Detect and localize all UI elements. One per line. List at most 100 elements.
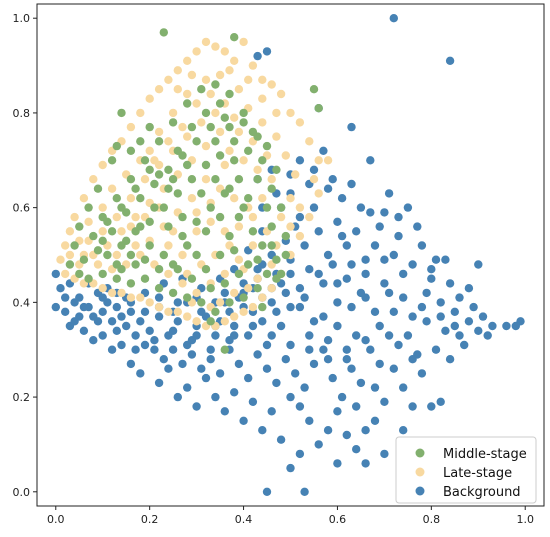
point-late-stage (248, 212, 258, 222)
point-late-stage (164, 75, 173, 85)
point-late-stage (230, 194, 239, 203)
point-background (56, 284, 65, 293)
point-background (436, 397, 445, 406)
point-late-stage (65, 250, 75, 260)
point-background (403, 331, 413, 340)
point-late-stage (140, 175, 150, 184)
x-tick-label: 0.6 (329, 513, 347, 526)
point-middle-stage (206, 122, 215, 132)
point-middle-stage (183, 293, 192, 302)
point-background (474, 326, 483, 335)
point-middle-stage (168, 260, 178, 269)
point-middle-stage (192, 250, 201, 260)
point-background (436, 312, 445, 321)
point-late-stage (192, 227, 201, 236)
point-middle-stage (145, 122, 154, 132)
point-background (328, 175, 337, 184)
point-background (126, 307, 136, 316)
point-background (300, 487, 309, 496)
point-middle-stage (103, 250, 112, 260)
point-middle-stage (173, 189, 182, 198)
point-middle-stage (126, 146, 136, 155)
point-middle-stage (164, 184, 173, 193)
point-background (328, 260, 337, 269)
y-tick-label: 0.2 (13, 391, 31, 404)
point-background (164, 364, 173, 373)
point-middle-stage (112, 274, 122, 283)
point-middle-stage (253, 132, 262, 141)
point-middle-stage (192, 217, 201, 226)
point-late-stage (145, 146, 154, 155)
legend-label-background: Background (443, 485, 521, 500)
point-background (333, 279, 342, 288)
point-background (380, 397, 389, 406)
point-late-stage (234, 127, 244, 137)
point-background (173, 317, 182, 326)
point-middle-stage (178, 231, 187, 241)
point-late-stage (107, 288, 117, 298)
point-background (117, 340, 126, 350)
point-background (380, 255, 389, 264)
point-middle-stage (215, 99, 225, 108)
point-background (305, 345, 314, 354)
point-background (300, 383, 309, 392)
point-background (352, 402, 361, 411)
point-late-stage (164, 269, 173, 279)
point-background (75, 312, 84, 321)
point-middle-stage (136, 222, 145, 231)
point-middle-stage (225, 231, 234, 241)
point-late-stage (197, 118, 206, 127)
point-middle-stage (197, 85, 206, 94)
point-background (347, 364, 356, 373)
point-background (427, 274, 436, 283)
x-tick-label: 0.8 (423, 513, 441, 526)
point-late-stage (183, 132, 192, 141)
point-late-stage (248, 302, 258, 312)
x-tick-label: 0.4 (235, 513, 253, 526)
point-late-stage (126, 122, 136, 132)
point-background (84, 302, 93, 312)
point-background (347, 302, 356, 312)
point-background (455, 293, 464, 302)
point-late-stage (305, 137, 314, 146)
point-background (342, 345, 351, 354)
point-late-stage (126, 293, 136, 302)
point-late-stage (136, 293, 145, 302)
point-middle-stage (89, 231, 98, 241)
point-background (89, 336, 98, 345)
point-late-stage (225, 146, 234, 155)
point-middle-stage (140, 156, 150, 165)
y-tick-label: 0.0 (13, 486, 31, 499)
point-late-stage (258, 94, 267, 103)
point-background (173, 298, 182, 307)
point-middle-stage (215, 212, 225, 222)
point-late-stage (230, 288, 239, 298)
legend: Middle-stage Late-stage Background (395, 436, 537, 504)
point-background (352, 227, 361, 236)
point-background (93, 317, 103, 326)
point-middle-stage (159, 28, 168, 37)
point-background (145, 326, 154, 335)
point-late-stage (314, 156, 323, 165)
point-late-stage (183, 89, 192, 99)
point-middle-stage (225, 298, 234, 307)
point-middle-stage (262, 141, 272, 151)
point-late-stage (60, 241, 70, 250)
point-background (154, 378, 164, 388)
point-late-stage (89, 175, 98, 184)
point-background (107, 345, 117, 354)
point-late-stage (225, 66, 234, 75)
point-middle-stage (244, 194, 253, 203)
point-background (455, 331, 464, 340)
point-middle-stage (314, 104, 323, 113)
point-background (403, 203, 413, 212)
point-middle-stage (253, 255, 262, 264)
point-middle-stage (84, 274, 93, 283)
point-background (173, 392, 182, 402)
point-middle-stage (230, 246, 239, 255)
x-tick-label: 0.2 (141, 513, 159, 526)
point-background (408, 355, 417, 364)
point-background (408, 260, 417, 269)
point-middle-stage (136, 137, 145, 146)
y-axis: 0.0 0.2 0.4 0.6 0.8 1.0 (13, 12, 37, 499)
